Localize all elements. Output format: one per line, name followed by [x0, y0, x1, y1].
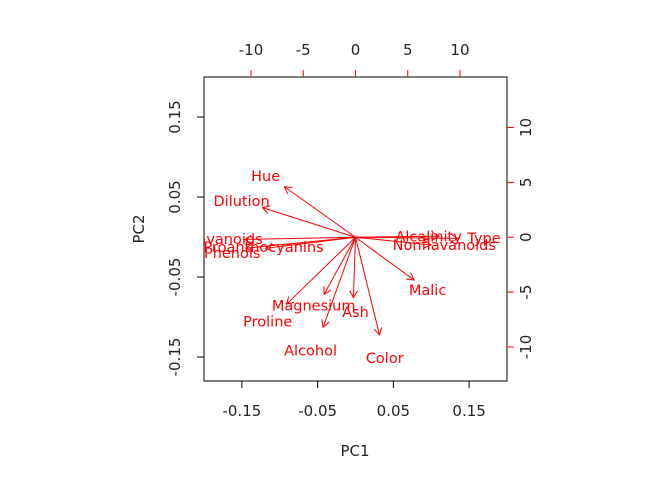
loading-arrow-dilution	[261, 205, 356, 238]
arrow-shaft	[244, 236, 356, 240]
loading-arrow-ash	[349, 237, 359, 299]
loading-label-alcohol: Alcohol	[284, 343, 337, 359]
arrow-head	[323, 286, 332, 296]
arrow-head	[431, 231, 441, 241]
left-axis: -0.15 -0.05 0.05 0.15	[166, 100, 204, 376]
y-axis-title: PC2	[130, 214, 148, 243]
arrow-shaft	[265, 236, 356, 249]
right-tick-label: 5	[517, 178, 535, 188]
right-tick-label: 10	[517, 118, 535, 137]
right-tick-label: -10	[517, 335, 535, 360]
arrow-head	[423, 239, 432, 249]
top-tick-label: -10	[239, 41, 264, 59]
y-tick-label: 0.05	[166, 180, 184, 213]
loading-label-proanthocyanins: Proanthocyanins	[203, 240, 323, 256]
loading-arrow-alcohol	[321, 237, 356, 329]
arrow-head	[450, 233, 459, 243]
arrow-shaft	[262, 207, 356, 238]
top-axis: -10 -5 0 5 10	[239, 41, 470, 77]
arrow-shaft	[355, 235, 440, 238]
x-tick-label: -0.15	[222, 402, 261, 420]
x-tick-label: 0.15	[452, 402, 485, 420]
loading-label-alcalinity: Alcalinity	[395, 230, 462, 246]
loading-label-proline: Proline	[243, 315, 292, 331]
loading-arrows	[243, 186, 459, 336]
loading-label-magnesium: Magnesium	[272, 298, 356, 314]
arrow-shaft	[355, 236, 431, 246]
loading-label-dilution: Dilution	[214, 194, 270, 210]
loading-arrow-hue	[283, 186, 356, 238]
loading-arrow-proline	[285, 236, 356, 305]
x-tick-label: -0.05	[298, 402, 337, 420]
arrow-shaft	[355, 236, 415, 281]
top-tick-label: 10	[450, 41, 469, 59]
loading-label-hue: Hue	[251, 169, 280, 185]
loading-arrow-alcalinity	[355, 231, 441, 241]
arrow-head	[261, 205, 271, 214]
arrow-shaft	[284, 186, 356, 238]
top-tick-label: 0	[351, 41, 361, 59]
right-tick-label: 0	[517, 232, 535, 242]
loading-label-flavanoids: Flavanoids	[185, 232, 263, 248]
arrow-head	[406, 272, 415, 281]
arrow-head	[244, 243, 254, 252]
arrow-head	[264, 242, 274, 252]
y-tick-label: -0.05	[166, 258, 184, 297]
bottom-axis: -0.15 -0.05 0.05 0.15	[222, 381, 486, 420]
arrow-head	[243, 234, 252, 244]
arrow-shaft	[352, 237, 356, 298]
loading-label-ash: Ash	[342, 305, 369, 321]
top-tick-label: -5	[296, 41, 311, 59]
loading-arrow-nonflavanoids	[355, 236, 432, 249]
top-tick-label: 5	[403, 41, 413, 59]
arrow-shaft	[286, 236, 356, 305]
right-axis: -10 -5 0 5 10	[507, 118, 535, 359]
loading-label-malic: Malic	[409, 283, 446, 299]
arrow-head	[283, 186, 293, 195]
loading-arrow-proanthocyanins	[264, 236, 356, 252]
arrow-shaft	[322, 237, 356, 328]
arrow-head	[349, 290, 359, 299]
arrow-head	[321, 319, 330, 329]
y-tick-label: -0.15	[166, 338, 184, 377]
loading-labels: Type Alcohol Malic Ash Alcalinity Magnesium Ph…	[185, 169, 501, 367]
loading-arrow-magnesium	[323, 236, 356, 296]
arrow-shaft	[355, 237, 381, 336]
loading-label-nonflavanoids: Nonflavanoids	[393, 238, 496, 254]
right-tick-label: -5	[517, 285, 535, 300]
loading-label-type: Type	[466, 231, 500, 247]
loading-arrow-flavanoids	[243, 234, 356, 244]
y-tick-label: 0.15	[166, 100, 184, 133]
loading-label-phenols: Phenols	[204, 246, 261, 262]
loading-label-color: Color	[366, 351, 404, 367]
x-tick-label: 0.05	[377, 402, 410, 420]
arrow-head	[285, 296, 295, 305]
x-axis-title: PC1	[340, 442, 369, 460]
loading-arrow-malic	[355, 236, 415, 281]
arrow-shaft	[323, 236, 356, 295]
loading-arrow-color	[355, 237, 383, 336]
arrow-head	[373, 327, 383, 336]
